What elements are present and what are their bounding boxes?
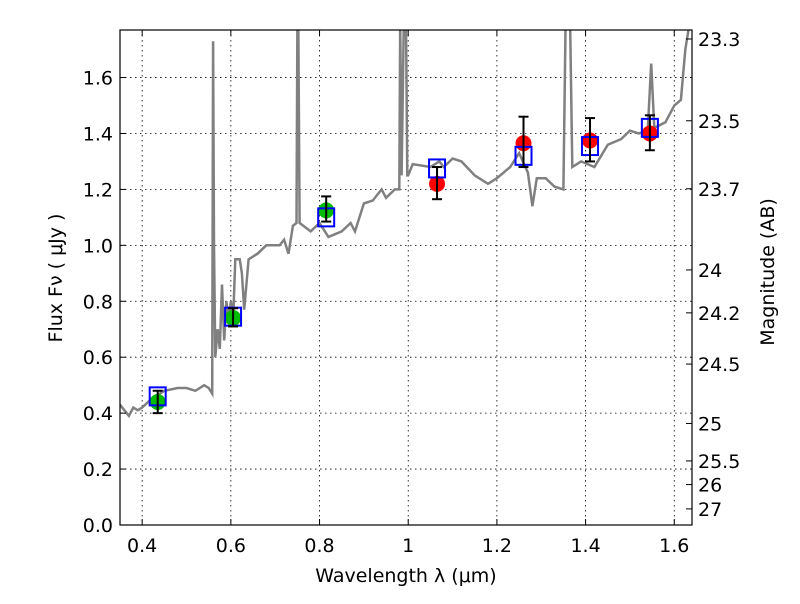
x-tick-label: 1.2	[482, 535, 512, 557]
y-tick-label: 0.2	[83, 459, 113, 481]
y-tick-label: 1.4	[83, 123, 113, 145]
axis-ticks: 0.4 0.6 0.8 1 1.2 1.4 1.6 0.0 0.2 0.4 0.6 0.8 1.0 1.2…	[83, 29, 741, 557]
spectrum-line	[120, 30, 690, 419]
y-tick-label: 0.4	[83, 403, 113, 425]
x-tick-label: 1.6	[659, 535, 689, 557]
plot-frame	[119, 29, 693, 526]
mag-tick-label: 24.5	[698, 354, 740, 376]
mag-tick-label: 25.5	[698, 451, 740, 473]
mag-tick-label: 27	[698, 499, 722, 521]
y-tick-label: 1.0	[83, 235, 113, 257]
y-tick-label: 1.2	[83, 179, 113, 201]
mag-tick-label: 23.5	[698, 111, 740, 133]
mag-tick-label: 23.3	[698, 29, 740, 51]
y-tick-label: 0.0	[83, 515, 113, 537]
mag-tick-label: 23.7	[698, 179, 740, 201]
x-tick-label: 0.6	[216, 535, 246, 557]
x-tick-label: 1.4	[570, 535, 600, 557]
x-tick-label: 1	[402, 535, 414, 557]
x-tick-label: 0.8	[304, 535, 334, 557]
y-tick-label: 0.6	[83, 347, 113, 369]
x-tick-label: 0.4	[127, 535, 157, 557]
y-axis-label: Flux Fν ( μJy )	[45, 214, 67, 343]
y-tick-label: 1.6	[83, 68, 113, 90]
mag-tick-label: 26	[698, 475, 722, 497]
y-right-axis-label: Magnitude (AB)	[757, 198, 779, 346]
mag-tick-label: 25	[698, 413, 722, 435]
y-tick-label: 0.8	[83, 291, 113, 313]
data-points	[148, 114, 659, 415]
mag-tick-label: 24.2	[698, 303, 740, 325]
mag-tick-label: 24	[698, 260, 722, 282]
x-axis-label: Wavelength λ (μm)	[315, 565, 496, 587]
